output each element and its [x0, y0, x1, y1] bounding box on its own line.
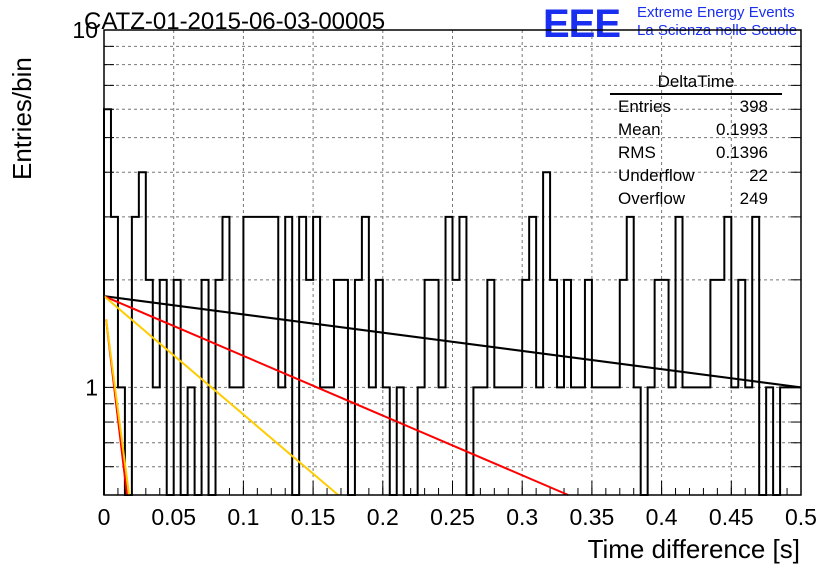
histogram-bin	[257, 217, 264, 495]
histogram-bin	[139, 172, 146, 495]
stats-box: DeltaTime Entries 398 Mean 0.1993 RMS 0.139…	[610, 71, 782, 210]
x-tick-label: 0.35	[570, 504, 615, 530]
x-tick-label: 0.2	[367, 504, 399, 530]
stats-value: 22	[749, 166, 768, 185]
x-tick-label: 0.15	[291, 504, 336, 530]
stats-box-name: DeltaTime	[657, 72, 735, 91]
histogram-bin	[132, 217, 139, 495]
histogram-bin	[446, 217, 453, 495]
stats-value: 249	[739, 189, 768, 208]
plot-frame	[103, 29, 802, 496]
x-tick-label: 0.1	[227, 504, 259, 530]
x-tick-label: 0.3	[506, 504, 538, 530]
x-tick-label: 0.05	[151, 504, 196, 530]
fit-line	[103, 295, 802, 389]
fit-line	[103, 295, 339, 496]
logo-line-1: Extreme Energy Events	[637, 4, 795, 21]
stats-label: Underflow	[618, 166, 695, 185]
histogram-bin	[543, 172, 550, 495]
stats-label: RMS	[618, 143, 656, 162]
stats-row-underflow: Underflow 22	[610, 164, 782, 187]
histogram-bin	[676, 217, 683, 495]
stats-row-rms: RMS 0.1396	[610, 141, 782, 164]
histogram-bin	[264, 217, 271, 495]
x-tick-label: 0.25	[430, 504, 475, 530]
stats-row-overflow: Overflow 249	[610, 187, 782, 210]
stats-row-entries: Entries 398	[610, 95, 782, 118]
stats-label: Mean	[618, 120, 661, 139]
stats-label: Overflow	[618, 189, 686, 208]
x-tick-labels: 0 0.05 0.1 0.15 0.2 0.25 0.3 0.35 0.4 0.45 0.5	[98, 504, 817, 530]
histogram-bin	[271, 217, 278, 495]
stats-value: 0.1396	[716, 143, 768, 162]
y-tick-labels: 1 10	[72, 17, 98, 400]
stats-row-mean: Mean 0.1993	[610, 118, 782, 141]
stats-value: 0.1993	[716, 120, 768, 139]
y-tick-label: 1	[85, 374, 98, 400]
histogram-bin	[111, 217, 118, 495]
histogram-bin	[362, 217, 369, 495]
x-tick-label: 0	[98, 504, 111, 530]
histogram-bin	[627, 217, 634, 495]
stats-box-divider	[610, 93, 782, 95]
histogram-bars	[103, 108, 801, 496]
x-tick-label: 0.5	[785, 504, 817, 530]
x-axis-label: Time difference [s]	[588, 534, 800, 564]
x-tick-label: 0.4	[646, 504, 678, 530]
stats-value: 398	[739, 97, 768, 116]
histogram-bin	[313, 217, 320, 495]
y-tick-label: 10	[72, 17, 98, 43]
fit-line	[103, 295, 569, 496]
histogram-bin	[299, 217, 306, 495]
eee-logo: EEE	[543, 2, 621, 46]
histogram-outline	[103, 108, 801, 496]
stats-label: Entries	[618, 97, 671, 116]
histogram-bin	[724, 217, 731, 495]
histogram-bin	[752, 217, 759, 495]
histogram-bin	[222, 217, 229, 495]
x-tick-label: 0.45	[709, 504, 754, 530]
histogram-bin	[529, 217, 536, 495]
fit-curves	[103, 295, 802, 496]
y-axis-label: Entries/bin	[7, 57, 37, 180]
histogram-bin	[250, 217, 257, 495]
histogram-bin	[459, 217, 466, 495]
fit-line	[105, 319, 131, 496]
